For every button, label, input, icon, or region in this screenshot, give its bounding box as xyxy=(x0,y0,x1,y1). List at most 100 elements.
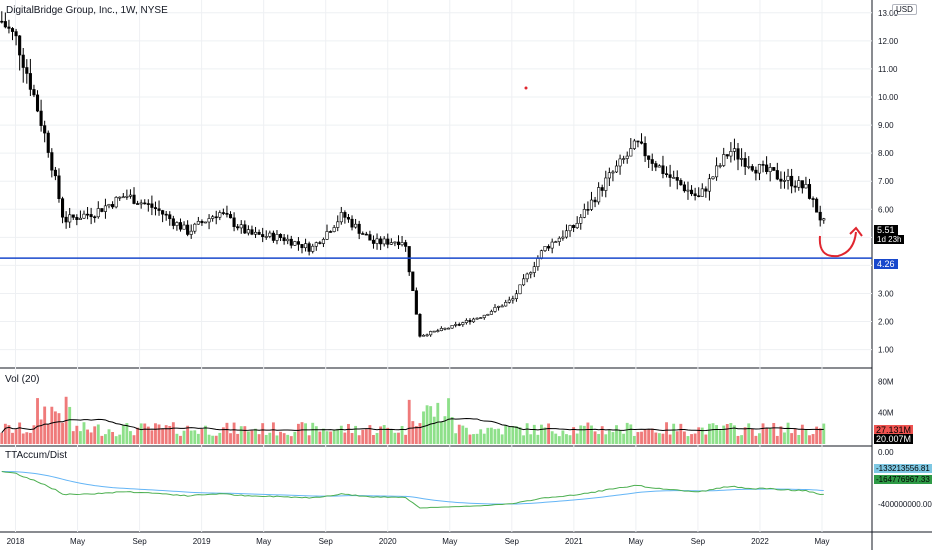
volume-bar xyxy=(740,435,744,444)
currency-badge[interactable]: USD xyxy=(892,4,917,15)
candle-body xyxy=(357,223,361,234)
volume-bar xyxy=(322,428,325,444)
volume-bar xyxy=(507,426,511,444)
volume-bar xyxy=(75,425,79,444)
price-candles xyxy=(0,11,826,338)
price-tick-label: 2.00 xyxy=(878,318,894,327)
volume-panel-title: Vol (20) xyxy=(5,374,40,385)
candle-body xyxy=(386,238,390,245)
candle-body xyxy=(693,193,697,196)
volume-bar xyxy=(139,423,143,444)
time-tick-label: May xyxy=(70,537,85,546)
candle-body xyxy=(471,318,476,323)
volume-bar xyxy=(21,433,25,444)
accum-tag-1: -133213556.81 xyxy=(874,464,932,473)
candle-body xyxy=(597,187,601,203)
volume-bar xyxy=(665,422,668,444)
price-tick-label: 9.00 xyxy=(878,121,894,130)
volume-bar xyxy=(704,434,708,444)
candle-body xyxy=(289,238,293,246)
volume-bar xyxy=(532,424,536,444)
candle-body xyxy=(368,234,372,241)
annotation-arc[interactable] xyxy=(818,231,857,258)
support-line-tag: 4.26 xyxy=(874,259,898,269)
volume-bar xyxy=(557,436,561,444)
candle-body xyxy=(168,214,172,220)
volume-bar xyxy=(136,427,140,444)
volume-bar xyxy=(818,428,822,444)
volume-bar xyxy=(218,432,222,444)
price-tick-label: 12.00 xyxy=(878,37,899,46)
candle-body xyxy=(790,175,794,187)
candle-body xyxy=(429,331,433,336)
candle-body xyxy=(497,305,501,308)
volume-bar xyxy=(786,422,790,444)
volume-bar xyxy=(815,426,819,444)
candle-body xyxy=(711,176,715,180)
candle-body xyxy=(371,239,376,244)
candle-body xyxy=(690,189,694,195)
candle-body xyxy=(389,242,393,245)
volume-bar xyxy=(389,429,393,444)
candle-body xyxy=(697,195,701,197)
candle-body xyxy=(221,212,225,214)
volume-bar xyxy=(540,424,543,444)
candle-body xyxy=(336,221,340,228)
volume-bar xyxy=(493,429,497,444)
candle-body xyxy=(364,233,368,236)
candle-body xyxy=(329,231,333,233)
volume-bar xyxy=(118,434,122,444)
volume-bar xyxy=(429,406,433,444)
candle-body xyxy=(718,165,722,167)
candle-body xyxy=(246,229,250,234)
candle-body xyxy=(468,320,472,323)
volume-bar xyxy=(154,423,157,444)
candle-body xyxy=(568,225,572,232)
candle-body xyxy=(443,327,447,330)
candle-body xyxy=(754,169,758,174)
volume-ma-tag: 20.007M xyxy=(874,434,914,444)
volume-bar xyxy=(107,429,111,444)
volume-bar xyxy=(436,402,440,444)
candle-body xyxy=(815,198,819,213)
candle-body xyxy=(14,31,18,37)
volume-ma-line xyxy=(1,418,824,434)
annotation-arrowhead[interactable] xyxy=(849,226,863,237)
candle-body xyxy=(632,140,636,149)
volume-bar xyxy=(246,431,250,444)
candle-body xyxy=(822,218,826,221)
candle-body xyxy=(682,184,686,192)
volume-bar xyxy=(529,434,533,444)
volume-bar xyxy=(657,433,661,444)
volume-bar xyxy=(525,423,529,444)
candle-body xyxy=(647,155,651,160)
volume-bar xyxy=(268,432,272,444)
candle-body xyxy=(454,324,458,326)
candle-body xyxy=(375,238,379,244)
candle-body xyxy=(679,180,683,186)
volume-bar xyxy=(304,423,307,444)
candle-body xyxy=(132,194,136,204)
candle-body xyxy=(343,212,347,218)
volume-bar xyxy=(311,422,315,444)
candle-body xyxy=(554,241,558,243)
candle-body xyxy=(736,148,740,160)
candle-body xyxy=(504,302,508,307)
volume-bar xyxy=(68,406,72,444)
volume-bar xyxy=(0,432,4,444)
candle-body xyxy=(797,180,801,188)
volume-bar xyxy=(443,416,447,444)
countdown-tag: 1d 23h xyxy=(874,235,905,244)
candle-body xyxy=(354,223,358,228)
candle-body xyxy=(271,232,275,241)
candle-body xyxy=(486,314,490,316)
candle-body xyxy=(732,148,736,152)
volume-bar xyxy=(39,419,43,444)
volume-bar xyxy=(447,398,450,444)
volume-bar xyxy=(775,435,779,444)
volume-bar xyxy=(511,426,515,444)
candle-body xyxy=(200,220,204,224)
candle-body xyxy=(75,217,79,220)
volume-bars xyxy=(0,396,826,444)
candle-body xyxy=(253,231,258,235)
